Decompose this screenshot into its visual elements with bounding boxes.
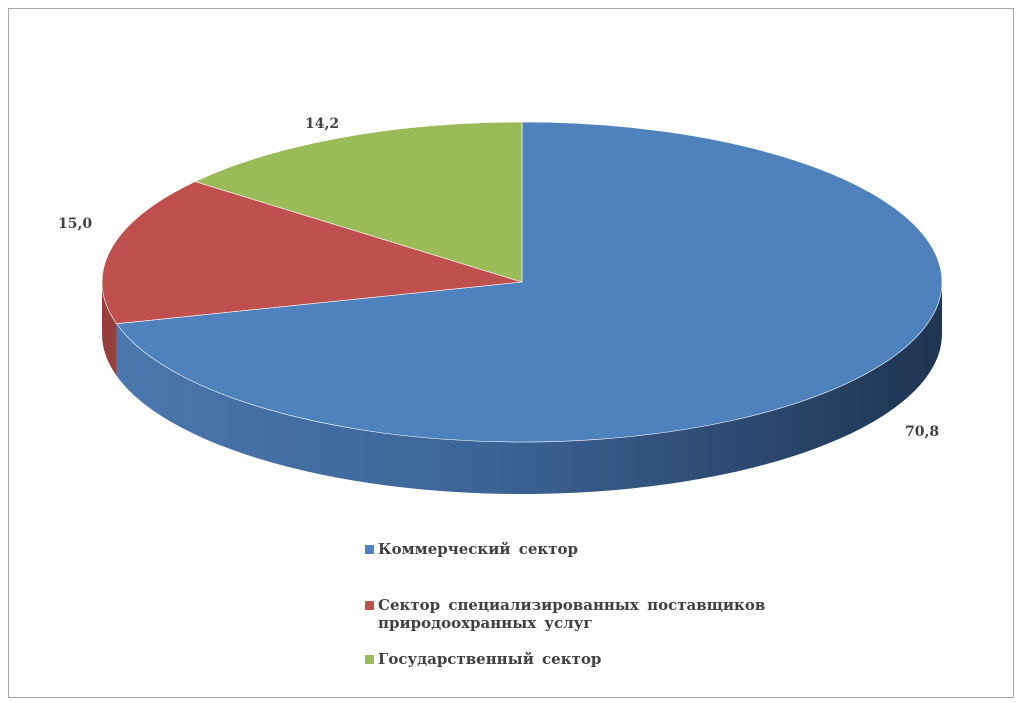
data-label-commercial: 70,8: [905, 424, 939, 440]
pie-labels: 70,8 15,0 14,2: [58, 116, 939, 440]
legend-swatch-commercial: [365, 545, 374, 554]
pie-slice-commercial: [115, 121, 943, 443]
pie-tops: [101, 121, 943, 443]
pie-slice-specialized: [101, 181, 523, 325]
pie-sides: [102, 282, 943, 494]
pie-side-specialized: [102, 282, 117, 376]
legend-label-government: Государственный сектор: [378, 650, 602, 668]
legend-label-specialized: Сектор специализированных поставщиков пр…: [378, 596, 766, 632]
legend-label-commercial: Коммерческий сектор: [378, 540, 578, 558]
legend-swatch-government: [365, 655, 374, 664]
legend-swatch-specialized: [365, 601, 374, 610]
legend-item-commercial: Коммерческий сектор: [365, 540, 578, 558]
pie-slice-government: [194, 121, 523, 283]
pie-side-commercial: [116, 282, 943, 494]
legend-item-government: Государственный сектор: [365, 650, 601, 668]
legend-item-specialized: Сектор специализированных поставщиков пр…: [365, 596, 765, 632]
data-label-specialized: 15,0: [58, 216, 92, 232]
data-label-government: 14,2: [305, 116, 339, 132]
